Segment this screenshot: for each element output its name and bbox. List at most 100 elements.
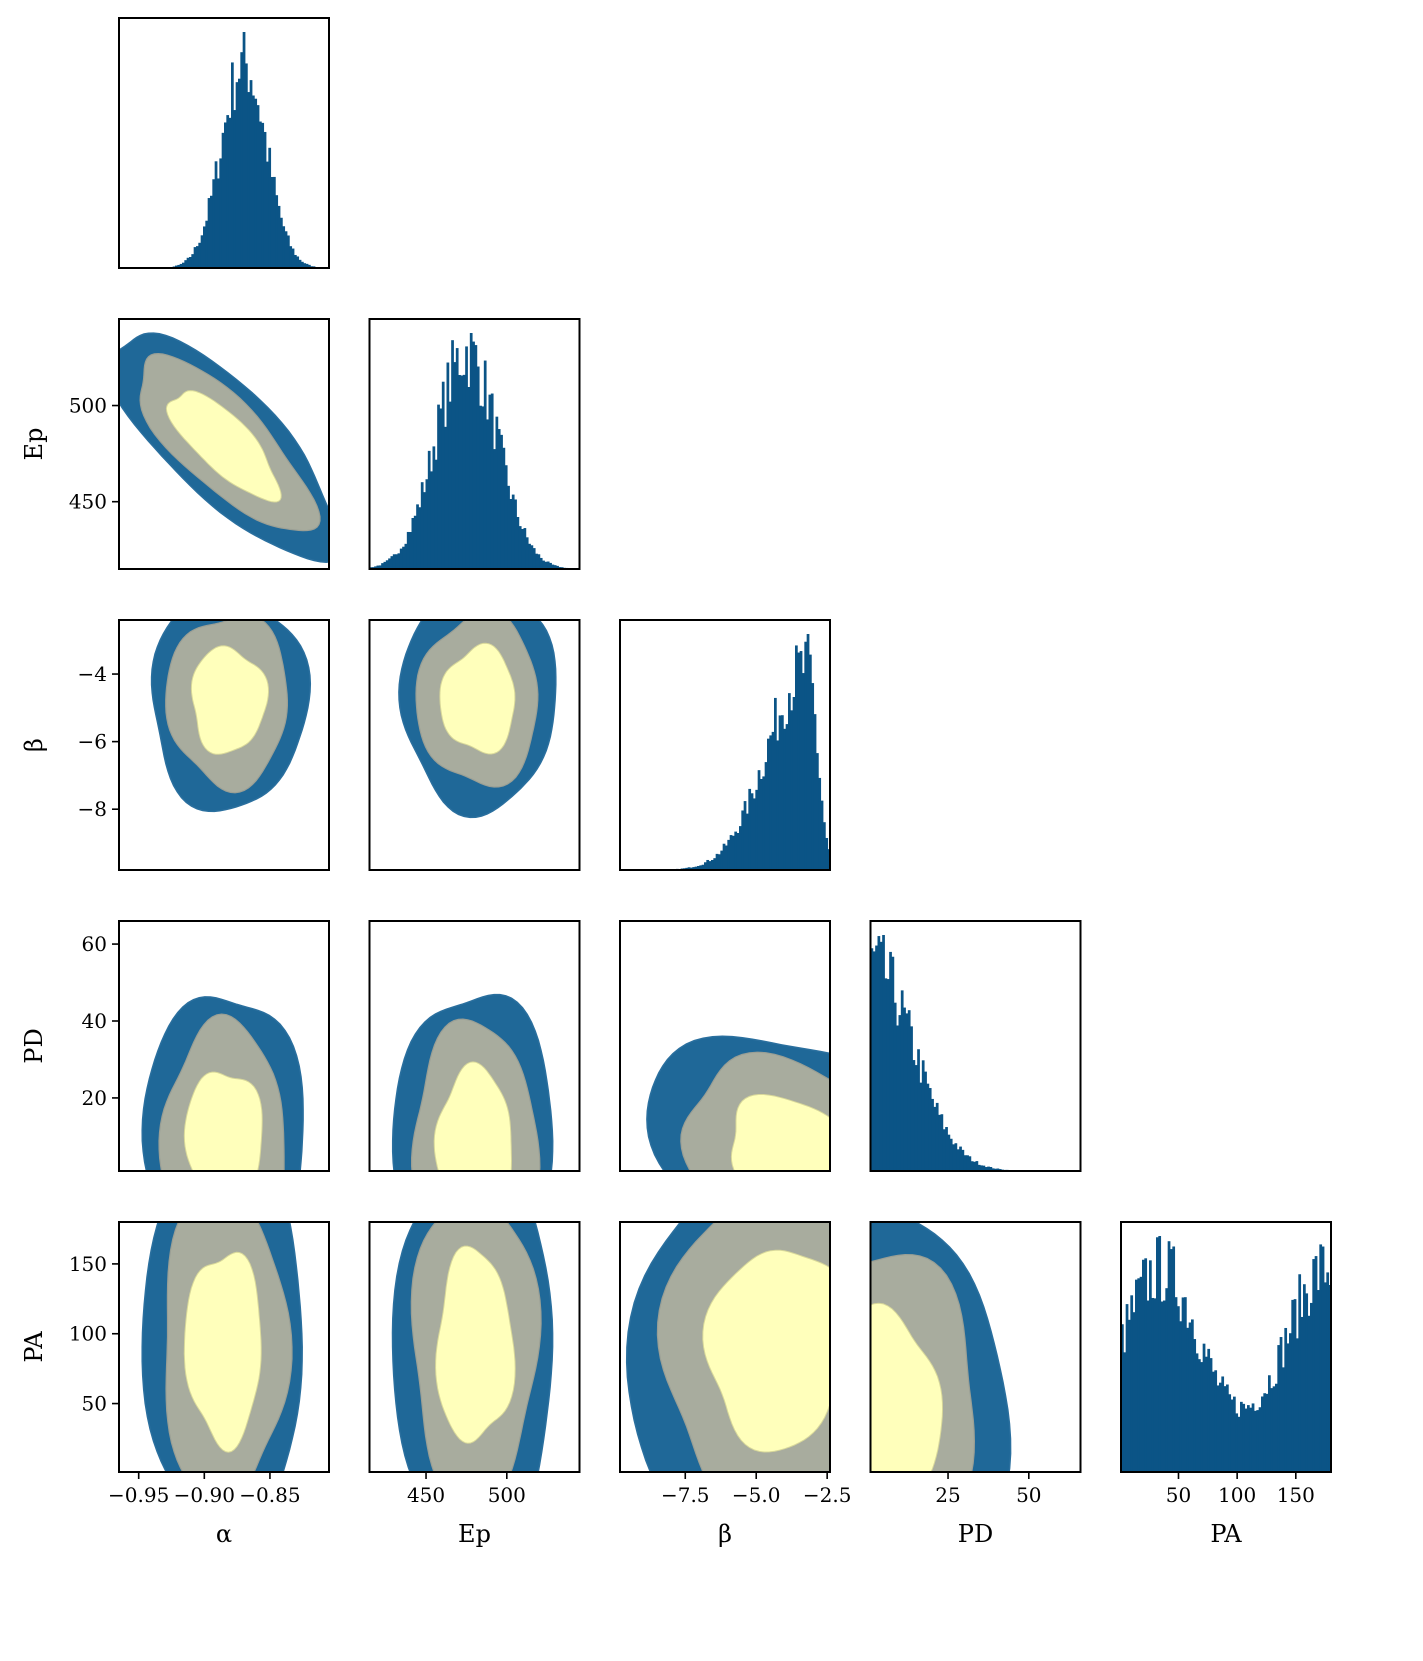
histogram-bar xyxy=(217,178,220,268)
histogram-bar xyxy=(1139,1276,1143,1472)
histogram-bar xyxy=(889,951,892,1171)
histogram-bar xyxy=(1314,1256,1318,1472)
histogram-bar xyxy=(935,1102,939,1171)
histogram-bar xyxy=(535,553,538,569)
histogram-bar xyxy=(991,1168,995,1171)
histogram-bar xyxy=(301,261,304,268)
histogram-bar xyxy=(1265,1393,1269,1472)
histogram-bar xyxy=(1170,1249,1173,1472)
histogram-bar xyxy=(416,504,419,569)
histogram-bar xyxy=(792,697,796,870)
histogram-bar xyxy=(1202,1343,1206,1472)
histogram-bar xyxy=(1158,1236,1162,1472)
histogram-bar xyxy=(1191,1319,1194,1472)
panel-frame xyxy=(368,920,581,1172)
histogram-bar xyxy=(434,459,438,569)
histogram-bar xyxy=(917,1049,920,1171)
y-tick-label: −6 xyxy=(78,730,107,754)
panel-PD-alpha: 20 40 60 PD xyxy=(20,920,330,1172)
panel-PA-alpha: −0.95 −0.90 −0.85 α 50 100 150 PA xyxy=(20,1221,330,1548)
histogram-bar xyxy=(896,1025,899,1171)
histogram-bar xyxy=(699,865,703,870)
histogram-bar xyxy=(704,862,707,870)
histogram-bar xyxy=(694,866,698,870)
histogram-bar xyxy=(460,375,464,569)
histogram-bar xyxy=(875,945,878,1171)
histogram-bar xyxy=(462,374,466,569)
histogram-bar xyxy=(500,434,503,569)
histogram-bar xyxy=(701,864,705,870)
histogram-bar xyxy=(947,1134,951,1171)
panel-frame xyxy=(869,920,1082,1172)
histogram-bar xyxy=(727,839,731,870)
panel-alpha-alpha xyxy=(118,17,330,269)
histogram-bar xyxy=(184,260,188,268)
histogram-bar xyxy=(945,1127,948,1171)
x-tick-label: 150 xyxy=(1277,1483,1315,1507)
histogram-bar xyxy=(886,979,890,1171)
panel-content xyxy=(624,634,830,870)
histogram-bar xyxy=(755,789,759,870)
histogram-bar xyxy=(1249,1407,1253,1472)
histogram-bar xyxy=(1160,1301,1164,1472)
y-axis-label: Ep xyxy=(20,428,48,461)
histogram-bar xyxy=(214,161,218,268)
histogram-bar xyxy=(303,263,307,268)
histogram-bar xyxy=(516,517,520,569)
histogram-bar xyxy=(1296,1338,1299,1472)
panel-beta-Ep xyxy=(368,619,581,871)
histogram-bar xyxy=(481,406,485,569)
histogram-bar xyxy=(226,115,230,268)
histogram-bar xyxy=(1172,1246,1176,1472)
x-tick-label: 50 xyxy=(1166,1483,1191,1507)
x-axis-label: PA xyxy=(1210,1520,1242,1548)
panel-frame xyxy=(368,619,581,871)
panel-content xyxy=(870,935,1065,1171)
panel-frame xyxy=(118,17,330,269)
histogram-bar xyxy=(825,837,829,870)
histogram-bar xyxy=(764,762,768,870)
histogram-bar xyxy=(177,264,181,268)
histogram-bar xyxy=(1305,1293,1309,1472)
histogram-bar xyxy=(1300,1316,1304,1472)
panel-content xyxy=(141,1222,303,1472)
histogram-bar xyxy=(1200,1362,1204,1472)
histogram-bar xyxy=(532,548,536,569)
histogram-bar xyxy=(931,1098,934,1171)
histogram-bar xyxy=(722,843,726,870)
histogram-bar xyxy=(736,833,740,870)
panel-PA-PA: 50 100 150 PA xyxy=(1120,1221,1332,1548)
histogram-bar xyxy=(790,710,794,870)
histogram-bar xyxy=(750,793,754,870)
panel-frame xyxy=(1120,1221,1332,1473)
histogram-bar xyxy=(430,471,433,569)
histogram-bar xyxy=(1179,1321,1183,1472)
histogram-bar xyxy=(753,798,756,870)
contour-inner xyxy=(433,1061,513,1171)
histogram-bar xyxy=(713,858,717,870)
histogram-bar xyxy=(977,1164,981,1171)
histogram-bar xyxy=(495,416,499,569)
histogram-bar xyxy=(289,246,293,268)
histogram-bar xyxy=(806,634,810,870)
histogram-bar xyxy=(1188,1322,1192,1472)
histogram-bar xyxy=(769,735,773,870)
contour-inner xyxy=(183,1251,262,1453)
histogram-bar xyxy=(1233,1396,1236,1472)
x-tick-label: 25 xyxy=(935,1483,960,1507)
histogram-bar xyxy=(528,543,531,569)
x-tick-label: −0.85 xyxy=(239,1483,300,1507)
histogram-bar xyxy=(259,121,262,268)
x-tick-label: 500 xyxy=(488,1483,526,1507)
histogram-bar xyxy=(539,557,543,569)
histogram-bar xyxy=(497,429,501,569)
histogram-bar xyxy=(308,264,311,268)
histogram-bar xyxy=(1228,1394,1232,1472)
histogram-bar xyxy=(778,715,782,870)
histogram-bar xyxy=(905,1013,909,1171)
histogram-bar xyxy=(378,565,382,569)
histogram-bar xyxy=(954,1143,958,1171)
histogram-bar xyxy=(263,131,267,268)
histogram-bar xyxy=(1181,1297,1185,1472)
